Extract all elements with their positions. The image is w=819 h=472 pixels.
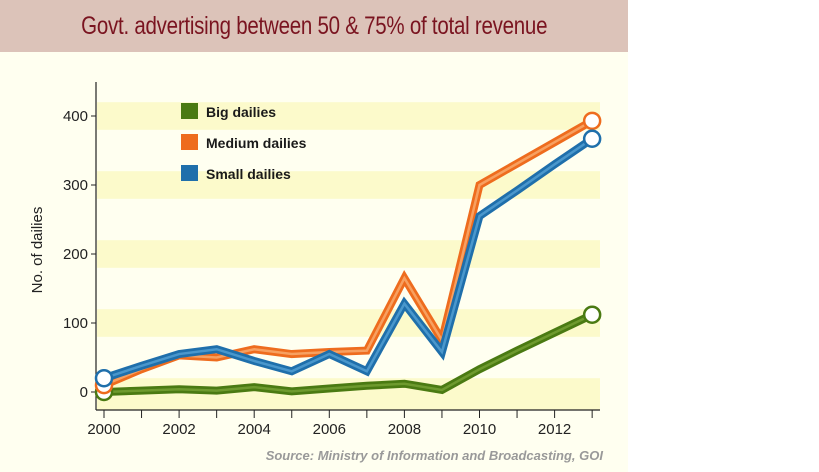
- x-tick-label: 2000: [87, 421, 120, 438]
- end-marker: [582, 305, 602, 324]
- x-tick-label: 2012: [538, 421, 571, 438]
- title-bar: Govt. advertising between 50 & 75% of to…: [0, 0, 628, 52]
- y-tick-label: 0: [80, 384, 88, 401]
- grid-band: [97, 102, 600, 130]
- y-tick-label: 300: [63, 177, 88, 194]
- y-tick-label: 200: [63, 246, 88, 263]
- y-tick-label: 400: [63, 108, 88, 125]
- series-line-highlight-0: [103, 313, 593, 394]
- legend-swatch: [181, 165, 198, 181]
- legend-swatch: [181, 103, 198, 119]
- grid-band: [97, 309, 600, 337]
- y-tick-label: 100: [63, 315, 88, 332]
- end-marker: [582, 129, 602, 149]
- x-tick-label: 2008: [388, 421, 421, 438]
- legend-swatch: [181, 134, 198, 150]
- series-line-highlight-2: [103, 137, 593, 380]
- x-tick-label: 2006: [313, 421, 346, 438]
- y-axis-label: No. of dailies: [29, 207, 46, 294]
- end-marker: [582, 111, 602, 131]
- end-marker: [94, 368, 114, 388]
- x-tick-label: 2010: [463, 421, 496, 438]
- x-tick-label: 2002: [162, 421, 195, 438]
- chart-title: Govt. advertising between 50 & 75% of to…: [80, 11, 548, 40]
- source-note: Source: Ministry of Information and Broa…: [266, 448, 604, 463]
- grid-band: [97, 378, 600, 410]
- legend-label: Big dailies: [206, 104, 276, 120]
- legend-label: Medium dailies: [206, 135, 307, 151]
- grid-band: [97, 240, 600, 268]
- legend-label: Small dailies: [206, 166, 291, 182]
- x-tick-label: 2004: [238, 421, 271, 438]
